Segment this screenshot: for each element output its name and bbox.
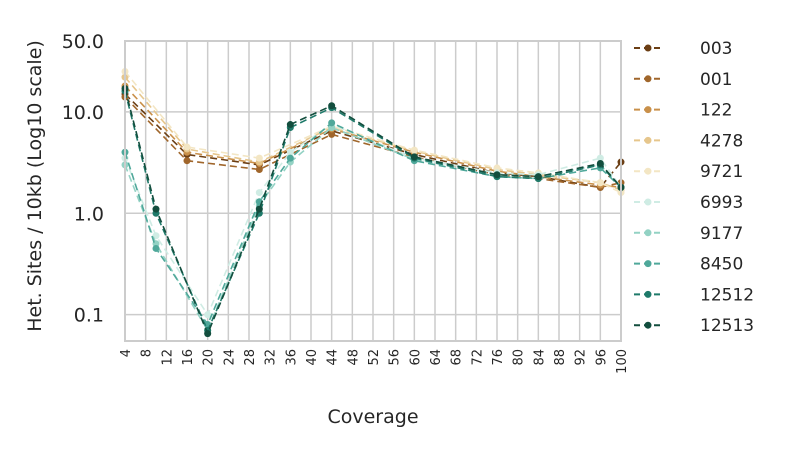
legend-label: 9721 <box>700 162 743 182</box>
x-tick-label: 20 <box>202 349 217 366</box>
x-tick-label: 64 <box>429 349 444 366</box>
data-point <box>596 154 604 162</box>
data-point <box>328 119 336 127</box>
data-point <box>183 143 191 151</box>
legend-marker <box>644 136 652 144</box>
y-tick-label: 50.0 <box>62 31 104 53</box>
legend-marker <box>644 229 652 237</box>
legend-label: 6993 <box>700 193 743 213</box>
plot-frame <box>124 40 622 342</box>
legend-item: 122 <box>634 101 732 121</box>
x-tick-label: 32 <box>264 349 279 366</box>
data-point <box>255 166 263 174</box>
y-tick-labels: 0.1 1.0 10.0 50.0 <box>62 31 104 327</box>
legend-marker <box>644 75 652 83</box>
x-tick-label: 24 <box>222 349 237 366</box>
data-point <box>286 154 294 162</box>
data-point <box>255 189 263 197</box>
x-tick-label: 100 <box>615 349 630 374</box>
legend-marker <box>644 290 652 298</box>
data-point <box>286 148 294 156</box>
legend-label: 003 <box>700 39 732 59</box>
data-point <box>328 130 336 138</box>
series-layer <box>121 68 625 338</box>
data-point <box>255 154 263 162</box>
data-point <box>255 205 263 213</box>
legend-marker <box>644 44 652 52</box>
x-tick-label: 96 <box>594 349 609 366</box>
data-point <box>410 146 418 154</box>
legend-label: 4278 <box>700 131 743 151</box>
data-point <box>204 330 212 338</box>
x-tick-labels: 4 8 12 16 20 24 28 32 36 40 44 48 52 56 60 64 68 72 76 80 84… <box>119 349 630 374</box>
x-tick-label: 28 <box>243 349 258 366</box>
x-tick-label: 40 <box>305 349 320 366</box>
legend-item: 6993 <box>634 193 743 213</box>
data-point <box>152 205 160 213</box>
data-point <box>596 159 604 167</box>
legend-item: 12512 <box>634 285 754 305</box>
data-point <box>183 157 191 165</box>
legend-item: 9721 <box>634 162 743 182</box>
x-tick-label: 72 <box>470 349 485 366</box>
data-point <box>493 171 501 179</box>
x-tick-label: 8 <box>140 349 155 357</box>
series-12513 <box>121 85 625 338</box>
x-tick-label: 76 <box>491 349 506 366</box>
legend-marker <box>644 260 652 268</box>
x-tick-label: 92 <box>574 349 589 366</box>
legend-item: 8450 <box>634 255 743 275</box>
legend-marker <box>644 321 652 329</box>
legend-label: 9177 <box>700 224 743 244</box>
data-point <box>410 153 418 161</box>
x-tick-label: 16 <box>181 349 196 366</box>
legend-item: 001 <box>634 70 732 90</box>
legend-marker <box>644 198 652 206</box>
data-point <box>204 311 212 319</box>
data-point <box>534 173 542 181</box>
legend: 003 001 122 4278 9721 6993 9177 8450 12512 12513 <box>634 39 754 336</box>
legend-label: 122 <box>700 101 732 121</box>
x-tick-label: 52 <box>367 349 382 366</box>
x-tick-label: 68 <box>450 349 465 366</box>
x-tick-label: 60 <box>408 349 423 366</box>
grid <box>124 40 622 341</box>
y-tick-label: 0.1 <box>74 305 104 327</box>
x-tick-label: 48 <box>346 349 361 366</box>
legend-marker <box>644 167 652 175</box>
legend-label: 001 <box>700 70 732 90</box>
legend-item: 003 <box>634 39 732 59</box>
legend-item: 12513 <box>634 316 754 336</box>
data-point <box>286 121 294 129</box>
legend-label: 12513 <box>700 316 754 336</box>
legend-item: 4278 <box>634 131 743 151</box>
series-line <box>124 85 622 189</box>
data-point <box>596 179 604 187</box>
x-tick-label: 12 <box>160 349 175 366</box>
series-line <box>124 96 622 189</box>
data-point <box>493 164 501 172</box>
y-tick-label: 1.0 <box>74 203 104 225</box>
y-tick-label: 10.0 <box>62 102 104 124</box>
y-axis-title: Het. Sites / 10kb (Log10 scale) <box>24 40 46 332</box>
legend-label: 12512 <box>700 285 754 305</box>
data-point <box>152 244 160 252</box>
x-tick-label: 36 <box>284 349 299 366</box>
legend-label: 8450 <box>700 255 743 275</box>
x-tick-label: 56 <box>388 349 403 366</box>
x-tick-label: 84 <box>532 349 547 366</box>
x-tick-label: 44 <box>326 349 341 366</box>
legend-marker <box>644 106 652 114</box>
x-tick-label: 88 <box>553 349 568 366</box>
data-point <box>328 102 336 110</box>
x-tick-label: 4 <box>119 349 134 357</box>
x-tick-label: 80 <box>512 349 527 366</box>
legend-item: 9177 <box>634 224 743 244</box>
x-axis-title: Coverage <box>327 406 418 428</box>
